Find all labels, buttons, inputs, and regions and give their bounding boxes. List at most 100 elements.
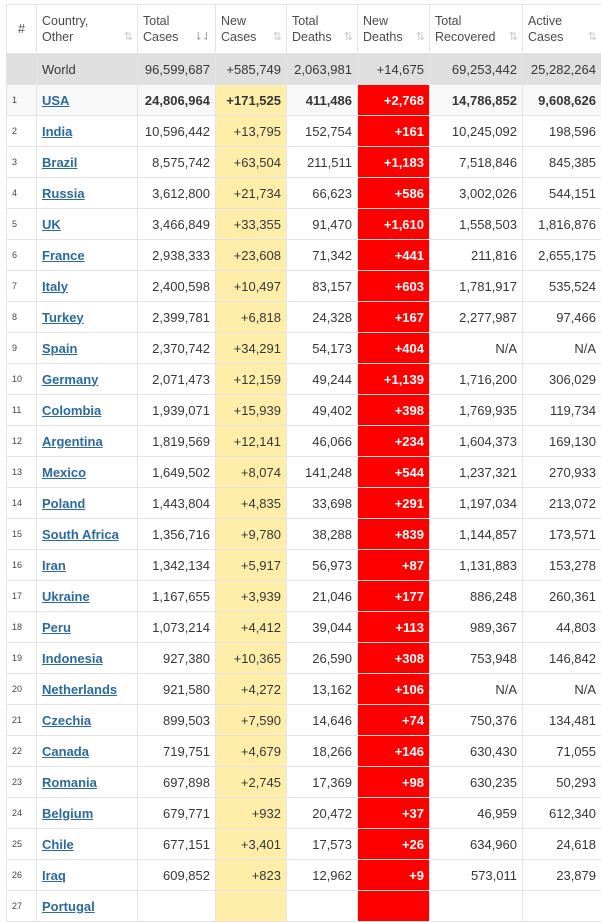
world-label: World (37, 54, 138, 85)
country-link[interactable]: Canada (42, 744, 89, 759)
country-link[interactable]: Iraq (42, 868, 66, 883)
country-link[interactable]: Indonesia (42, 651, 103, 666)
country-link[interactable]: Ukraine (42, 589, 90, 604)
country-link[interactable]: Brazil (42, 155, 77, 170)
header-active-cases[interactable]: Active Cases ⇅ (523, 5, 601, 54)
sort-icon[interactable]: ⇅ (509, 29, 517, 45)
new-deaths-cell: +603 (358, 271, 430, 302)
total-cases-cell (138, 891, 216, 922)
total-deaths-cell: 49,402 (287, 395, 358, 426)
country-cell: UK (37, 209, 138, 240)
country-link[interactable]: Spain (42, 341, 77, 356)
sort-icon[interactable]: ⇅ (416, 29, 424, 45)
country-link[interactable]: Turkey (42, 310, 84, 325)
total-cases-cell: 3,466,849 (138, 209, 216, 240)
country-cell: Peru (37, 612, 138, 643)
country-link[interactable]: UK (42, 217, 61, 232)
country-cell: Poland (37, 488, 138, 519)
rank-cell: 11 (7, 395, 37, 426)
country-link[interactable]: Chile (42, 837, 74, 852)
country-link[interactable]: Portugal (42, 899, 95, 914)
new-cases-cell: +171,525 (216, 85, 287, 116)
total-cases-cell: 2,071,473 (138, 364, 216, 395)
sort-desc-icon[interactable]: ⇂⇃ (194, 29, 210, 45)
new-cases-cell: +932 (216, 798, 287, 829)
country-link[interactable]: Italy (42, 279, 68, 294)
country-link[interactable]: Germany (42, 372, 98, 387)
country-link[interactable]: USA (42, 93, 69, 108)
header-country[interactable]: Country, Other ⇅ (37, 5, 138, 54)
country-cell: Brazil (37, 147, 138, 178)
header-total-recovered[interactable]: Total Recovered ⇅ (430, 5, 523, 54)
new-cases-cell: +4,835 (216, 488, 287, 519)
country-link[interactable]: Netherlands (42, 682, 117, 697)
country-link[interactable]: Mexico (42, 465, 86, 480)
total-cases-cell: 719,751 (138, 736, 216, 767)
total-recovered-cell: 630,430 (430, 736, 523, 767)
country-cell: Ukraine (37, 581, 138, 612)
active-cases-cell: 44,803 (523, 612, 601, 643)
total-deaths-cell: 39,044 (287, 612, 358, 643)
new-deaths-cell: +87 (358, 550, 430, 581)
new-cases-cell (216, 891, 287, 922)
rank-cell: 18 (7, 612, 37, 643)
total-deaths-cell: 83,157 (287, 271, 358, 302)
country-link[interactable]: South Africa (42, 527, 119, 542)
header-new-deaths[interactable]: New Deaths ⇅ (358, 5, 430, 54)
country-cell: Iran (37, 550, 138, 581)
header-new-cases[interactable]: New Cases ⇅ (216, 5, 287, 54)
total-recovered-cell: 3,002,026 (430, 178, 523, 209)
sort-icon[interactable]: ⇅ (588, 29, 596, 45)
country-link[interactable]: Colombia (42, 403, 101, 418)
country-link[interactable]: Peru (42, 620, 71, 635)
total-deaths-cell: 18,266 (287, 736, 358, 767)
total-recovered-cell: N/A (430, 333, 523, 364)
new-deaths-cell: +398 (358, 395, 430, 426)
header-row: # Country, Other ⇅ Total Cases ⇂⇃ New Ca… (7, 5, 601, 54)
country-link[interactable]: Poland (42, 496, 85, 511)
country-link[interactable]: Belgium (42, 806, 93, 821)
sort-icon[interactable]: ⇅ (344, 29, 352, 45)
total-cases-cell: 2,399,781 (138, 302, 216, 333)
active-cases-cell: 173,571 (523, 519, 601, 550)
country-link[interactable]: Argentina (42, 434, 103, 449)
total-deaths-cell: 46,066 (287, 426, 358, 457)
active-cases-cell: N/A (523, 333, 601, 364)
active-cases-cell: 9,608,626 (523, 85, 601, 116)
header-rank[interactable]: # (7, 5, 37, 54)
new-cases-cell: +3,939 (216, 581, 287, 612)
sort-icon[interactable]: ⇅ (124, 29, 132, 45)
country-link[interactable]: Romania (42, 775, 97, 790)
total-cases-cell: 2,400,598 (138, 271, 216, 302)
world-new-cases: +585,749 (216, 54, 287, 85)
total-cases-cell: 8,575,742 (138, 147, 216, 178)
total-cases-cell: 10,596,442 (138, 116, 216, 147)
header-total-deaths[interactable]: Total Deaths ⇅ (287, 5, 358, 54)
total-recovered-cell: 634,960 (430, 829, 523, 860)
total-deaths-cell: 33,698 (287, 488, 358, 519)
country-cell: Canada (37, 736, 138, 767)
new-cases-cell: +10,497 (216, 271, 287, 302)
country-link[interactable]: Czechia (42, 713, 91, 728)
country-cell: Belgium (37, 798, 138, 829)
active-cases-cell: 153,278 (523, 550, 601, 581)
country-link[interactable]: Russia (42, 186, 85, 201)
country-link[interactable]: France (42, 248, 85, 263)
active-cases-cell: 169,130 (523, 426, 601, 457)
sort-icon[interactable]: ⇅ (273, 29, 281, 45)
country-cell: Iraq (37, 860, 138, 891)
country-link[interactable]: India (42, 124, 72, 139)
country-cell: Indonesia (37, 643, 138, 674)
header-total-cases[interactable]: Total Cases ⇂⇃ (138, 5, 216, 54)
country-link[interactable]: Iran (42, 558, 66, 573)
total-recovered-cell: N/A (430, 674, 523, 705)
